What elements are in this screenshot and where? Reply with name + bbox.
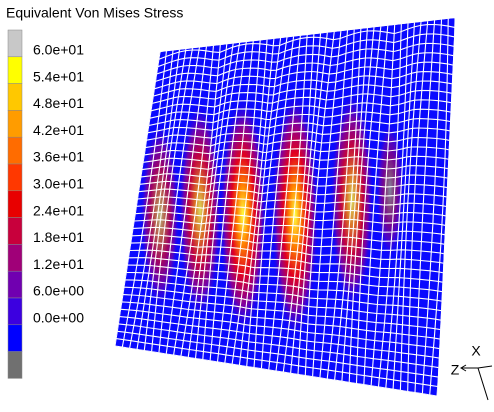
color-swatch — [8, 325, 22, 352]
legend-label: 4.2e+01 — [33, 122, 84, 138]
color-swatch — [8, 57, 22, 84]
triad-x: X — [471, 343, 481, 359]
legend-label: 6.0e+00 — [33, 283, 84, 299]
legend-label: 4.8e+01 — [33, 95, 84, 111]
legend-title: Equivalent Von Mises Stress — [6, 5, 183, 21]
legend-label: 0.0e+00 — [33, 310, 84, 326]
triad-z: Z — [451, 362, 460, 378]
legend-label: 5.4e+01 — [33, 68, 84, 84]
legend-label: 3.0e+01 — [33, 176, 84, 192]
legend-label: 1.8e+01 — [33, 229, 84, 245]
stress-view: Equivalent Von Mises Stress 6.0e+01 5.4e+… — [0, 0, 494, 412]
color-swatch — [8, 164, 22, 191]
legend-labels: 6.0e+01 5.4e+01 4.8e+01 4.2e+01 3.6e+01 3.0e+… — [33, 42, 84, 326]
color-swatch — [8, 110, 22, 137]
legend-label: 2.4e+01 — [33, 202, 84, 218]
color-swatch — [8, 137, 22, 164]
color-bar — [8, 30, 22, 378]
color-swatch — [8, 30, 22, 57]
mesh — [115, 15, 455, 396]
color-swatch — [8, 271, 22, 298]
color-swatch — [8, 298, 22, 325]
legend-label: 3.6e+01 — [33, 149, 84, 165]
legend-label: 6.0e+01 — [33, 42, 84, 58]
legend-label: 1.2e+01 — [33, 256, 84, 272]
color-swatch — [8, 84, 22, 111]
color-swatch — [8, 244, 22, 271]
color-swatch — [8, 218, 22, 245]
color-swatch — [8, 191, 22, 218]
axis-triad — [461, 365, 492, 400]
color-swatch — [8, 352, 22, 379]
